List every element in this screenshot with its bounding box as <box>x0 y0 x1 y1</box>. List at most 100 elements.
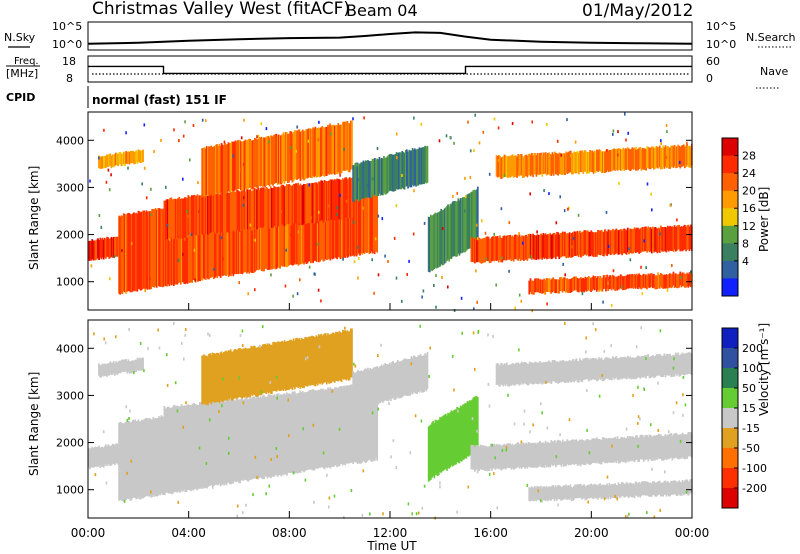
echo-cell <box>661 482 663 497</box>
echo-cell <box>427 426 430 482</box>
echo-point <box>423 221 426 225</box>
echo-cell <box>165 414 167 493</box>
echo-cell <box>158 208 160 287</box>
echo-cell <box>147 418 150 497</box>
echo-cell <box>241 397 244 438</box>
echo-cell <box>306 129 309 179</box>
echo-cell <box>249 193 252 272</box>
echo-cell <box>303 394 305 473</box>
echo-cell <box>367 174 369 253</box>
echo-cell <box>599 483 602 498</box>
echo-point <box>173 477 175 481</box>
echo-cell <box>428 217 431 273</box>
echo-cell <box>579 358 581 380</box>
echo-point <box>376 147 379 150</box>
echo-cell <box>215 144 217 194</box>
echo-cell <box>595 484 598 499</box>
echo-cell <box>377 159 380 196</box>
echo-cell <box>568 232 571 257</box>
echo-point <box>492 335 494 338</box>
echo-point <box>603 497 606 501</box>
echo-cell <box>631 436 634 461</box>
echo-cell <box>212 401 215 441</box>
echo-cell <box>376 174 379 253</box>
echo-cell <box>189 196 192 237</box>
echo-cell <box>609 358 612 380</box>
echo-point <box>406 273 408 276</box>
echo-cell <box>203 194 206 235</box>
echo-cell <box>536 153 539 175</box>
echo-cell <box>599 275 602 290</box>
echo-cell <box>564 441 566 466</box>
echo-cell <box>634 481 637 496</box>
echo-point <box>508 221 511 225</box>
echo-cell <box>517 442 520 467</box>
echo-point <box>173 128 175 132</box>
echo-cell <box>248 189 250 230</box>
echo-cell <box>568 360 571 382</box>
echo-cell <box>291 391 294 432</box>
echo-cell <box>163 200 166 241</box>
echo-cell <box>266 396 269 437</box>
echo-cell <box>517 362 520 384</box>
echo-point <box>186 210 188 213</box>
echo-cell <box>276 398 279 477</box>
echo-cell <box>584 440 587 466</box>
echo-cell <box>661 355 663 378</box>
echo-cell <box>187 412 190 491</box>
echo-cell <box>226 144 229 193</box>
echo-cell <box>565 484 567 499</box>
echo-cell <box>613 358 616 380</box>
echo-cell <box>123 214 126 293</box>
echo-cell <box>627 484 630 499</box>
echo-cell <box>342 178 344 219</box>
echo-cell <box>284 132 287 181</box>
echo-cell <box>361 384 364 463</box>
echo-point <box>309 369 312 373</box>
echo-cell <box>117 153 120 167</box>
echo-cell <box>258 191 261 270</box>
echo-cell <box>293 184 296 224</box>
echo-cell <box>611 484 614 498</box>
echo-cell <box>186 205 189 284</box>
echo-cell <box>583 150 586 172</box>
echo-cell <box>260 136 263 186</box>
echo-cell <box>330 389 333 429</box>
echo-cell <box>654 275 657 290</box>
echo-point <box>185 401 187 405</box>
echo-point <box>317 242 319 246</box>
echo-cell <box>255 192 257 271</box>
nave-tick-low: 0 <box>706 72 713 85</box>
echo-cell <box>679 147 682 169</box>
echo-cell <box>224 142 226 192</box>
echo-point <box>338 427 341 431</box>
echo-cell <box>163 417 166 496</box>
colorbar-tick-label: -100 <box>742 462 767 475</box>
echo-cell <box>551 234 554 259</box>
echo-cell <box>414 148 416 186</box>
echo-cell <box>487 236 490 262</box>
echo-cell <box>471 445 474 470</box>
echo-cell <box>541 363 544 385</box>
echo-cell <box>452 201 455 257</box>
echo-cell <box>653 228 655 253</box>
echo-cell <box>617 358 620 380</box>
echo-cell <box>534 361 537 384</box>
echo-cell <box>624 229 627 254</box>
echo-cell <box>350 120 352 170</box>
echo-cell <box>439 211 441 267</box>
echo-cell <box>652 146 654 168</box>
echo-point <box>222 377 224 381</box>
echo-cell <box>663 481 666 495</box>
echo-cell <box>103 446 106 466</box>
echo-cell <box>239 191 241 232</box>
echo-cell <box>510 236 513 262</box>
echo-cell <box>563 442 565 467</box>
echo-cell <box>688 226 691 251</box>
echo-cell <box>358 175 360 254</box>
echo-cell <box>580 360 582 382</box>
echo-cell <box>106 364 108 377</box>
echo-cell <box>384 363 387 400</box>
echo-cell <box>526 236 529 261</box>
